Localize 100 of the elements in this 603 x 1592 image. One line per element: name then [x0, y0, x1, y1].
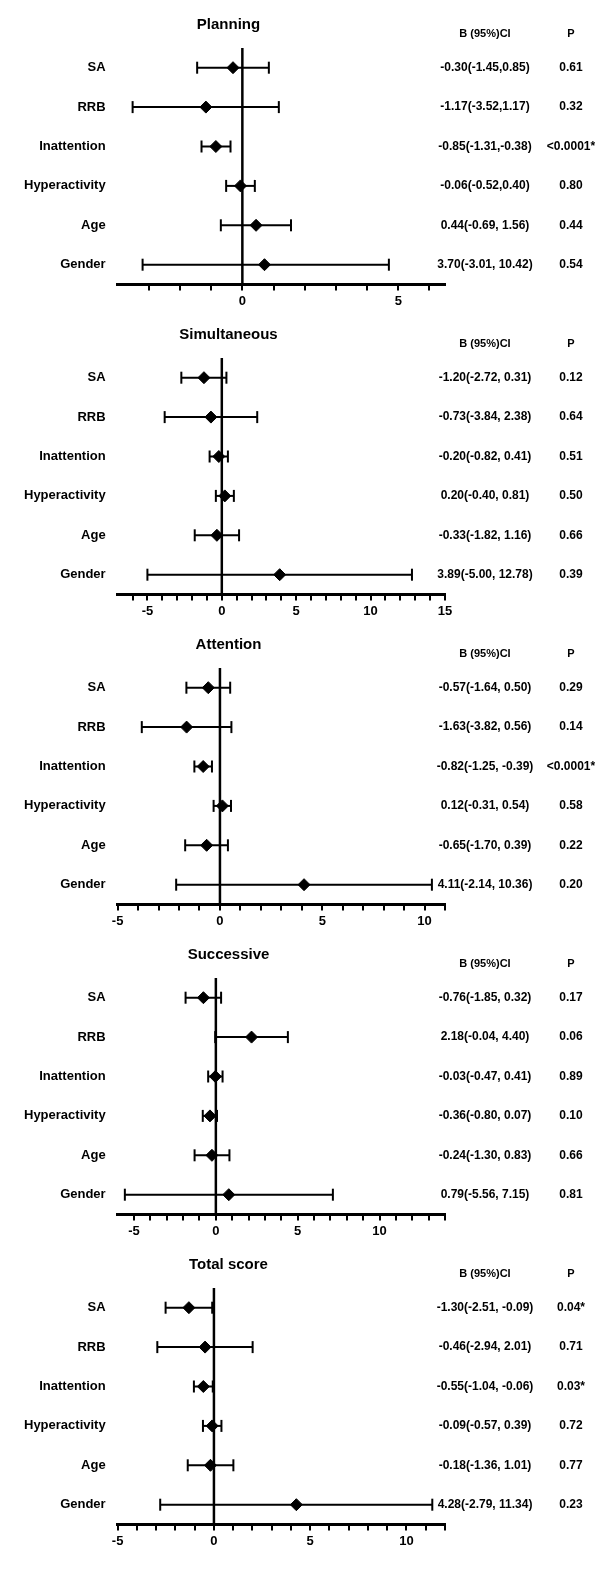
chart-title: Planning — [196, 15, 261, 33]
y-tick-label: SA — [87, 59, 107, 75]
text: B (95%)CI — [459, 647, 511, 660]
text: <0.0001* — [546, 758, 596, 773]
text: 0.22 — [559, 837, 583, 852]
chart-title: Total score — [189, 1255, 268, 1273]
y-tick-label: Hyperactivity — [23, 1107, 107, 1123]
text: 0.89 — [559, 1068, 583, 1083]
y-tick-label: Age — [81, 216, 106, 232]
x-tick-label: 10 — [372, 1222, 387, 1238]
chart-title: Attention — [195, 635, 262, 653]
point — [289, 1498, 303, 1512]
y-tick-label: SA — [87, 989, 107, 1005]
text: 0.10 — [559, 1108, 583, 1123]
x-tick-label: 5 — [292, 602, 300, 618]
annotation: 4.28(-2.79, 11.34) — [437, 1497, 533, 1512]
x-tick-label: -5 — [111, 1532, 124, 1548]
y-tick-label: SA — [87, 1299, 107, 1315]
text: 0.50 — [559, 488, 583, 503]
y-tick-label: SA — [87, 369, 107, 385]
y-tick-label: Inattention — [39, 758, 106, 774]
x-tick-label: 10 — [417, 912, 432, 928]
point — [199, 100, 213, 114]
text: B (95%)CI — [459, 337, 511, 350]
chart-title: Successive — [187, 945, 270, 963]
x-tick-label: 0 — [216, 912, 224, 928]
x-tick-label: 0 — [218, 602, 226, 618]
y-tick-label: Gender — [60, 566, 106, 582]
y-tick-label: Age — [81, 836, 106, 852]
annotation: 4.11(-2.14, 10.36) — [437, 877, 533, 892]
text: 0.04* — [556, 1300, 586, 1315]
annotation: -0.36(-0.80, 0.07) — [438, 1108, 532, 1123]
x-tick-label: 10 — [399, 1532, 414, 1548]
point — [196, 1380, 210, 1393]
text: 0.80 — [559, 178, 583, 193]
point — [297, 878, 311, 892]
annotation: -1.30(-2.51, -0.09) — [436, 1300, 534, 1315]
annotation: 0.12(-0.31, 0.54) — [440, 798, 530, 813]
y-tick-label: Hyperactivity — [23, 797, 107, 813]
x-tick-label: -5 — [111, 912, 124, 928]
x-tick-label: -5 — [128, 1222, 140, 1238]
text: 0.32 — [559, 99, 583, 114]
point — [204, 410, 218, 424]
text: 0.39 — [559, 567, 583, 582]
text: 0.12 — [559, 370, 583, 385]
point — [197, 371, 211, 385]
x-tick-label: -5 — [141, 602, 154, 618]
text: 0.58 — [559, 798, 583, 813]
y-tick-label: Age — [81, 526, 106, 542]
annotation: -0.82(-1.25, -0.39) — [436, 758, 534, 773]
annotation: 3.70(-3.01, 10.42) — [437, 257, 533, 272]
point — [198, 1340, 212, 1354]
text: 0.23 — [559, 1497, 583, 1512]
text: 0.66 — [559, 527, 583, 542]
annotation: -0.85(-1.31,-0.38) — [438, 138, 532, 153]
point — [201, 681, 215, 695]
x-tick-label: 5 — [306, 1532, 314, 1548]
text: 0.14 — [559, 719, 583, 734]
point — [203, 1458, 217, 1472]
annotation: -0.06(-0.52,0.40) — [440, 178, 530, 193]
text: 0.17 — [559, 990, 583, 1005]
point — [209, 140, 223, 153]
y-tick-label: Hyperactivity — [23, 1417, 107, 1433]
y-tick-label: Inattention — [39, 448, 106, 464]
text: 0.03* — [556, 1378, 586, 1393]
point — [212, 450, 226, 463]
text: 0.29 — [559, 680, 583, 695]
x-tick-label: 10 — [363, 602, 378, 618]
x-tick-label: 15 — [437, 602, 453, 618]
y-tick-label: Gender — [60, 256, 106, 272]
y-tick-label: Age — [81, 1146, 106, 1162]
text: 0.61 — [559, 60, 583, 75]
x-tick-label: 5 — [318, 912, 326, 928]
text: <0.0001* — [546, 138, 596, 153]
text: 0.54 — [559, 257, 583, 272]
y-tick-label: Gender — [60, 1496, 106, 1512]
point — [257, 258, 271, 272]
text: 0.81 — [559, 1187, 583, 1202]
text: 0.77 — [559, 1457, 583, 1472]
text: 0.20 — [559, 877, 583, 892]
chart-title: Simultaneous — [179, 325, 278, 343]
text: 0.06 — [559, 1029, 583, 1044]
point — [200, 838, 214, 852]
annotation: -0.46(-2.94, 2.01) — [438, 1339, 532, 1354]
annotation: -0.09(-0.57, 0.39) — [438, 1418, 532, 1433]
text: B (95%)CI — [459, 1267, 511, 1280]
x-tick-label: 5 — [394, 292, 402, 308]
annotation: -0.20(-0.82, 0.41) — [438, 448, 532, 463]
annotation: -0.65(-1.70, 0.39) — [438, 837, 532, 852]
point — [226, 61, 240, 75]
y-tick-label: Inattention — [39, 1068, 106, 1084]
text: P — [567, 337, 575, 350]
text: 0.64 — [559, 409, 583, 424]
point — [245, 1030, 259, 1044]
point — [205, 1148, 219, 1162]
annotation: -0.18(-1.36, 1.01) — [438, 1457, 532, 1472]
point — [180, 720, 194, 734]
text: 0.71 — [559, 1339, 583, 1354]
text: P — [567, 957, 575, 970]
text: 0.72 — [559, 1418, 583, 1433]
